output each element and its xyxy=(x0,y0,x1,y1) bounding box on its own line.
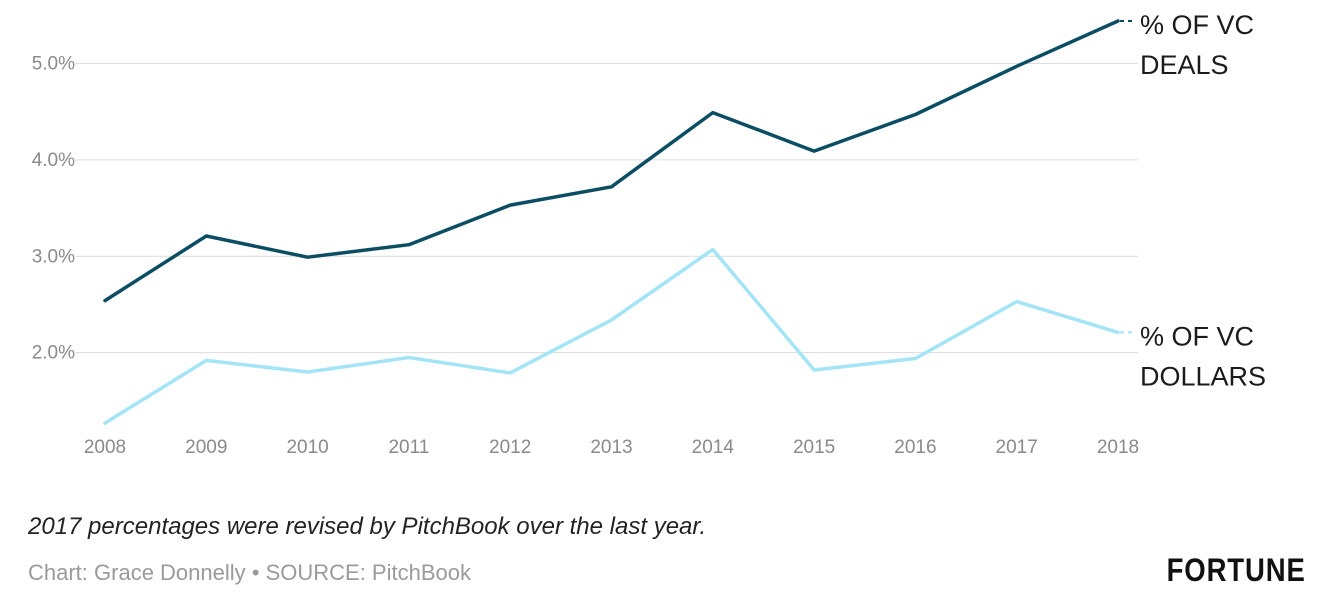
data-point xyxy=(812,149,816,153)
x-tick-label: 2008 xyxy=(84,437,126,458)
x-tick-label: 2012 xyxy=(489,437,531,458)
data-point xyxy=(914,113,917,116)
series-label: DOLLARS xyxy=(1140,361,1266,391)
y-tick-label: 5.0% xyxy=(32,53,75,74)
data-point xyxy=(610,185,613,189)
fortune-logo: FORTUNE xyxy=(1166,552,1306,588)
x-tick-label: 2014 xyxy=(692,437,735,458)
data-point xyxy=(103,421,107,425)
x-tick-label: 2011 xyxy=(388,437,429,458)
data-point xyxy=(509,371,512,375)
x-axis-ticks: 2008 2009 2010 2011 2012 2013 2014 2015 2016 2017… xyxy=(84,437,1139,458)
data-point xyxy=(103,299,107,302)
y-tick-label: 3.0% xyxy=(32,246,75,267)
series-label: % OF VC xyxy=(1140,10,1254,40)
x-tick-label: 2015 xyxy=(793,437,835,458)
series-line-dollars xyxy=(103,247,1120,425)
data-point xyxy=(610,318,613,322)
x-tick-label: 2009 xyxy=(185,437,227,458)
gridlines xyxy=(75,62,1138,354)
footnote: 2017 percentages were revised by PitchBo… xyxy=(28,513,707,540)
data-point xyxy=(1015,300,1018,303)
data-point xyxy=(407,356,411,359)
y-tick-label: 2.0% xyxy=(32,343,75,364)
data-point xyxy=(407,243,411,246)
x-tick-label: 2016 xyxy=(894,437,936,458)
data-point xyxy=(711,111,714,114)
series-label: % OF VC xyxy=(1140,321,1254,351)
x-tick-label: 2010 xyxy=(286,437,328,458)
data-point xyxy=(205,359,208,362)
data-point xyxy=(1116,331,1120,334)
x-tick-label: 2018 xyxy=(1097,437,1139,458)
data-point xyxy=(205,234,208,238)
data-point xyxy=(509,203,512,207)
series-label: DEALS xyxy=(1140,50,1229,80)
series-lines xyxy=(103,19,1120,425)
x-tick-label: 2017 xyxy=(996,437,1038,458)
y-tick-label: 4.0% xyxy=(32,150,75,171)
x-tick-label: 2013 xyxy=(590,437,632,458)
series-labels: % OF VC DEALS % OF VC DOLLARS xyxy=(1120,10,1266,391)
y-axis-ticks: 2.0% 3.0% 4.0% 5.0% xyxy=(32,53,75,363)
data-point xyxy=(306,256,309,259)
line-chart: 2.0% 3.0% 4.0% 5.0% 2008 2009 2010 2011 2012 201… xyxy=(32,10,1266,458)
data-point xyxy=(812,368,816,372)
data-point xyxy=(306,370,309,374)
data-point xyxy=(914,357,917,360)
data-point xyxy=(1116,19,1120,23)
data-point xyxy=(711,248,714,251)
source-credit: Chart: Grace Donnelly • SOURCE: PitchBoo… xyxy=(28,560,471,585)
data-point xyxy=(1015,65,1018,68)
